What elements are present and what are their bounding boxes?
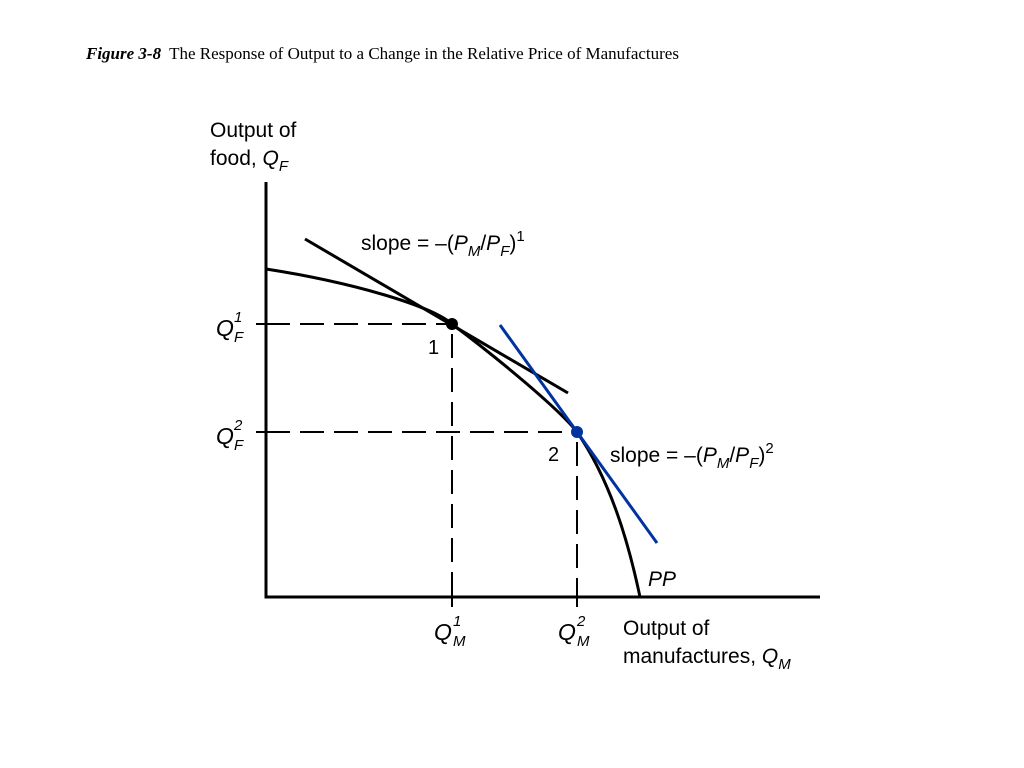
- point-2: [571, 426, 583, 438]
- qm1-label: Q: [434, 619, 452, 645]
- point-1-label: 1: [428, 337, 439, 359]
- tangent-line-1: [304, 237, 569, 395]
- figure-number: Figure 3-8: [86, 44, 162, 63]
- figure-caption: Figure 3-8 The Response of Output to a Ch…: [86, 44, 679, 64]
- point-2-label: 2: [548, 444, 559, 466]
- qm2-label-sub: M: [577, 633, 590, 650]
- y-axis-label-line2: food, QF: [210, 147, 289, 175]
- qf1-label: Q: [216, 315, 234, 341]
- figure-title: The Response of Output to a Change in th…: [169, 44, 679, 63]
- qf1-label-sub: F: [234, 329, 244, 346]
- pp-curve-label: PP: [648, 568, 676, 591]
- qf2-label-sup: 2: [233, 417, 243, 434]
- qf1-label-sup: 1: [234, 309, 242, 326]
- qm2-label-sup: 2: [576, 613, 586, 630]
- qf2-label: Q: [216, 423, 234, 449]
- qm1-label-sub: M: [453, 633, 466, 650]
- slope-1-label: slope = –(PM/PF)1: [361, 228, 525, 260]
- x-axis-label-line2: manufactures, QM: [623, 645, 791, 673]
- point-1: [446, 318, 458, 330]
- qm1-label-sup: 1: [453, 613, 461, 630]
- qm2-label: Q: [558, 619, 576, 645]
- slope-2-label: slope = –(PM/PF)2: [610, 440, 774, 472]
- pp-curve: [265, 267, 642, 598]
- x-axis-label-line1: Output of: [623, 617, 710, 640]
- y-axis-label-line1: Output of: [210, 119, 297, 142]
- qf2-label-sub: F: [234, 437, 244, 454]
